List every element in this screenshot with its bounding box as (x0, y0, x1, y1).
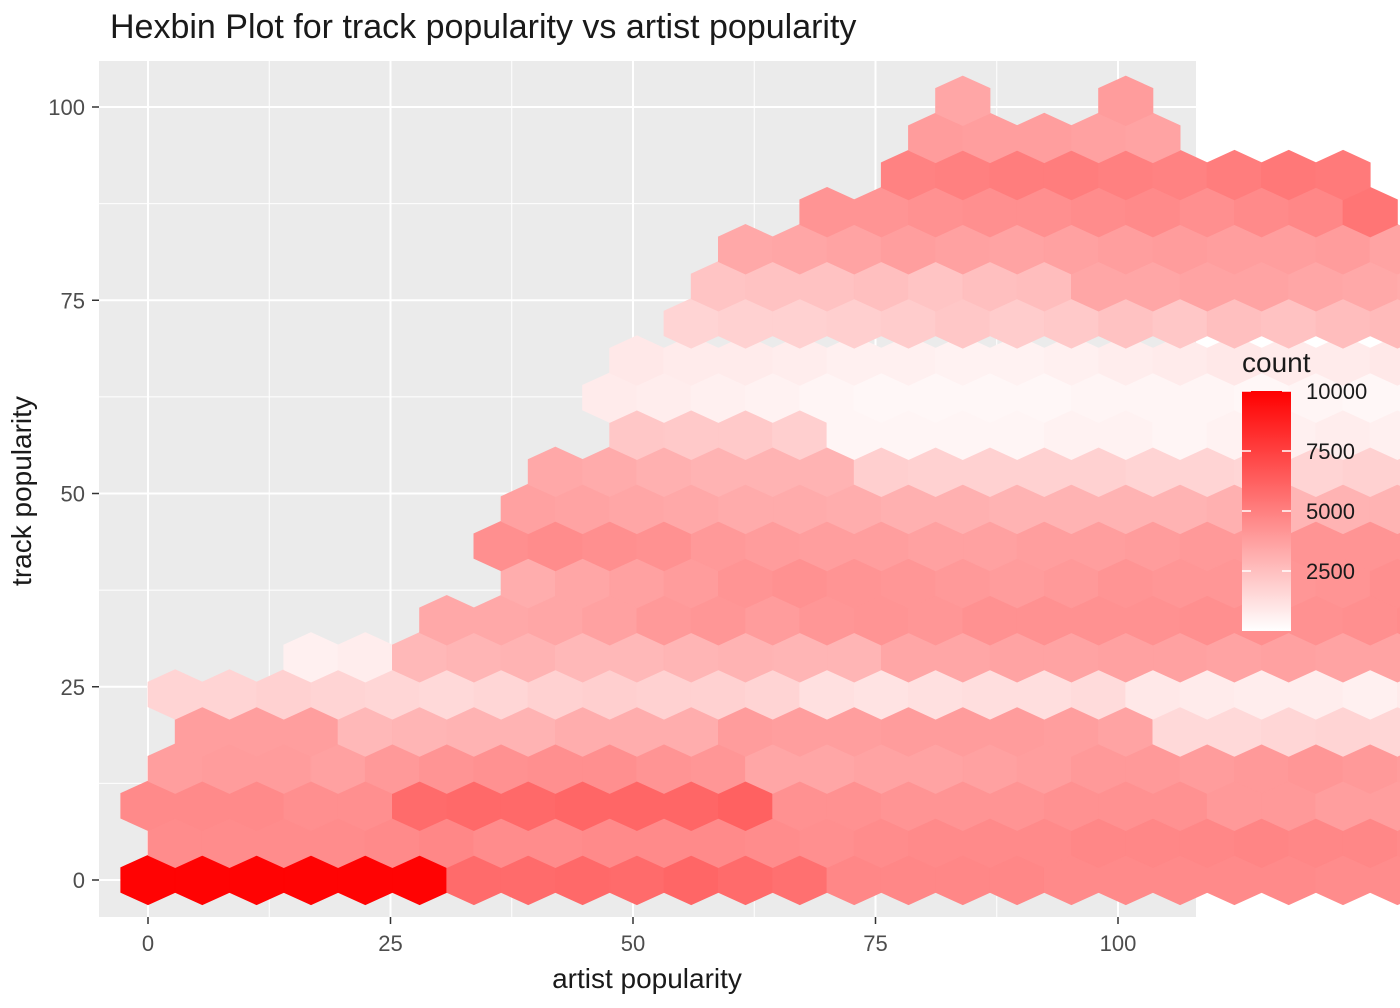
x-tick-label: 0 (142, 931, 154, 956)
y-tick-label: 0 (73, 868, 85, 893)
y-tick-label: 50 (61, 482, 85, 507)
legend-label: 5000 (1306, 499, 1355, 524)
hex-bin (1315, 149, 1371, 201)
legend-label: 10000 (1306, 379, 1367, 404)
legend-label: 7500 (1306, 439, 1355, 464)
hex-bin (1098, 75, 1154, 127)
chart-title: Hexbin Plot for track popularity vs arti… (110, 8, 856, 46)
y-tick-label: 75 (61, 288, 85, 313)
hex-bin (935, 75, 991, 127)
x-axis: 0 25 50 75 100 (142, 917, 1136, 956)
hex-bin (1369, 335, 1400, 386)
y-axis-title: track popularity (6, 396, 37, 586)
legend-title: count (1242, 347, 1311, 378)
x-axis-title: artist popularity (552, 963, 742, 994)
x-tick-label: 50 (621, 931, 645, 956)
y-tick-label: 25 (61, 675, 85, 700)
x-tick-label: 75 (863, 931, 887, 956)
y-axis: 0 25 50 75 100 (48, 95, 99, 893)
x-tick-label: 25 (378, 931, 402, 956)
color-legend: count 10000 7500 5000 2500 (1242, 347, 1367, 631)
y-tick-label: 100 (48, 95, 85, 120)
legend-ticks: 10000 7500 5000 2500 (1242, 379, 1367, 584)
x-tick-label: 100 (1100, 931, 1137, 956)
hex-bins (120, 75, 1400, 906)
legend-label: 2500 (1306, 559, 1355, 584)
